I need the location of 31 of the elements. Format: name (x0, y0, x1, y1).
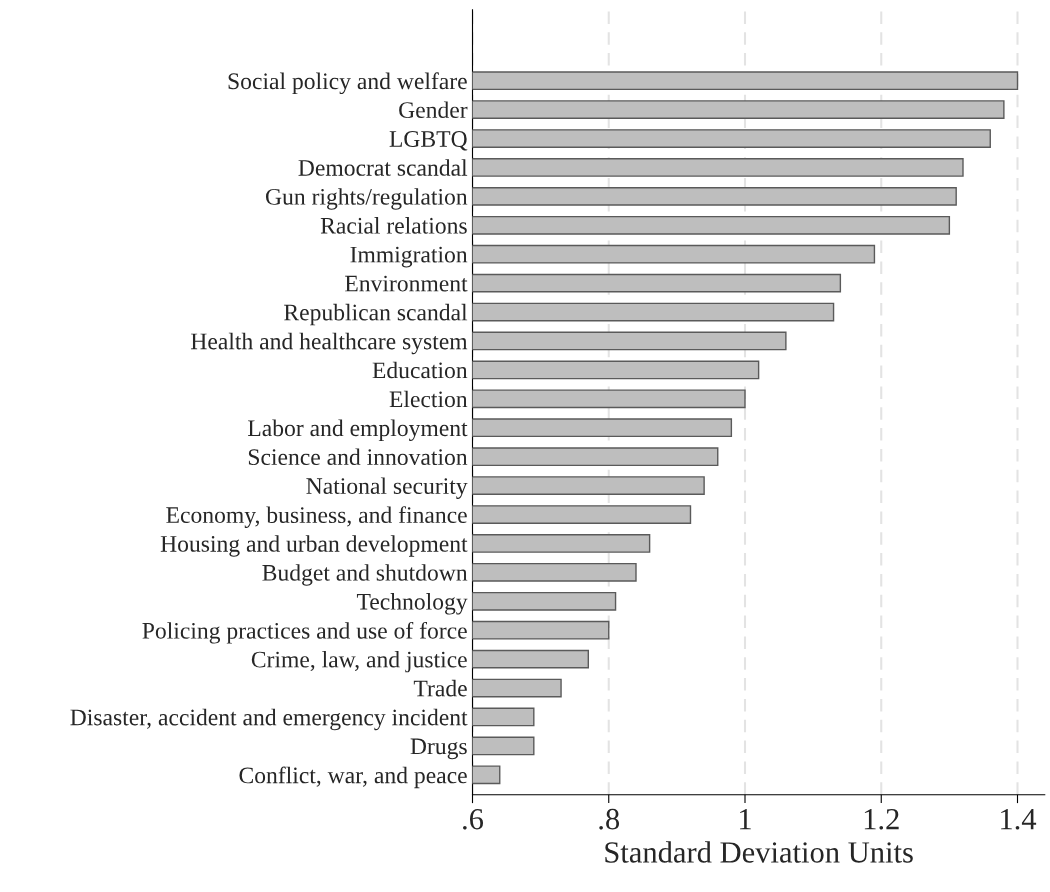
y-tick-label: National security (306, 477, 468, 499)
y-tick-label: Health and healthcare system (190, 332, 468, 355)
x-tick-label: .8 (599, 808, 620, 830)
y-tick-label: Racial relations (320, 217, 467, 234)
x-tick-label: 1.2 (864, 808, 899, 830)
x-tick-label: 1 (740, 809, 751, 830)
y-tick-label: LGBTQ (389, 131, 468, 151)
y-tick-label: Republican scandal (284, 303, 468, 326)
y-tick-label: Social policy and welfare (228, 72, 467, 95)
x-tick-label: .6 (463, 808, 484, 830)
y-tick-label: Gender (399, 101, 468, 119)
y-tick-label: Policing practices and use of force (142, 621, 467, 644)
y-tick-label: Housing and urban development (160, 535, 468, 557)
y-tick-label: Labor and employment (248, 419, 468, 442)
y-tick-label: Drugs (410, 738, 467, 760)
y-tick-label: Election (389, 390, 468, 408)
y-tick-label: Trade (413, 679, 467, 697)
y-tick-label: Technology (356, 593, 468, 615)
y-tick-label: Economy, business, and finance (166, 506, 467, 528)
y-tick-label: Gun rights/regulation (265, 188, 468, 210)
y-tick-label: Crime, law, and justice (251, 650, 467, 673)
y-tick-label: Conflict, war, and peace (239, 766, 467, 789)
y-tick-label: Environment (345, 275, 468, 292)
y-tick-label: Immigration (350, 246, 468, 268)
x-axis-title: Standard Deviation Units (605, 841, 913, 863)
y-tick-label: Democrat scandal (298, 159, 468, 176)
x-tick-label: 1.4 (1001, 809, 1037, 830)
y-tick-label: Education (372, 361, 468, 379)
y-tick-label: Disaster, accident and emergency incident (70, 708, 468, 731)
y-tick-label: Budget and shutdown (262, 564, 468, 586)
y-tick-label: Science and innovation (248, 448, 468, 466)
